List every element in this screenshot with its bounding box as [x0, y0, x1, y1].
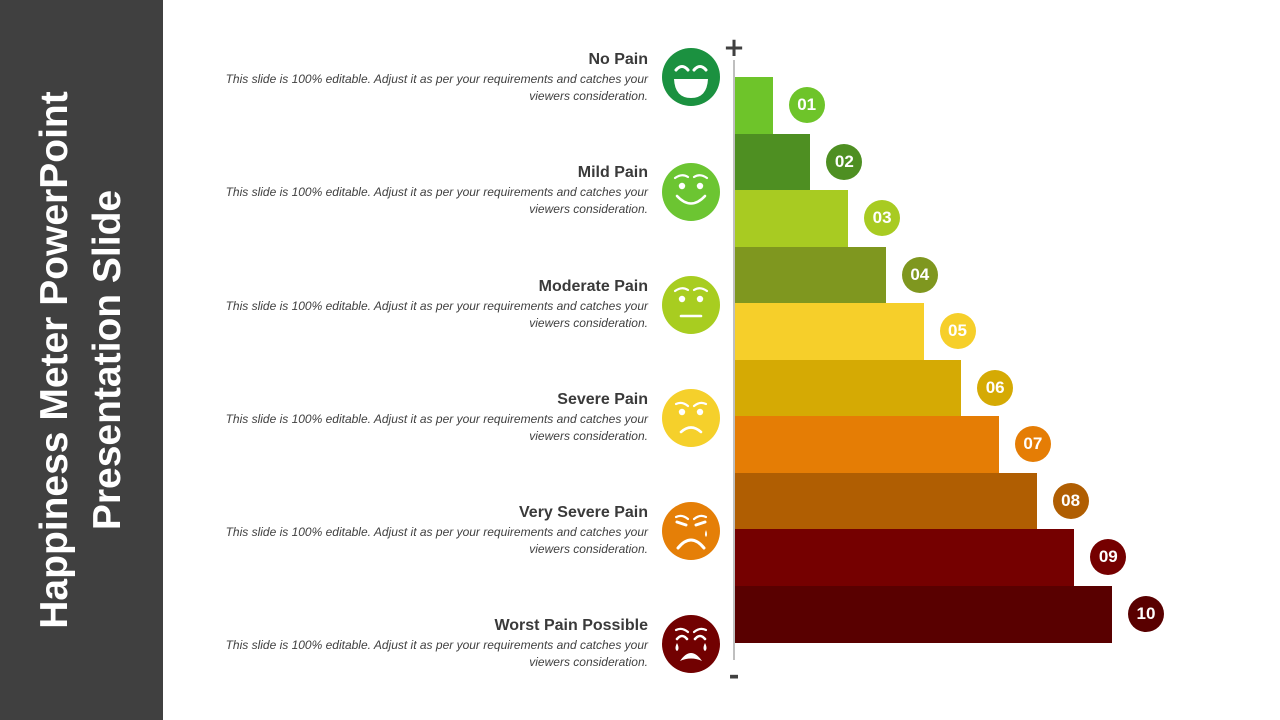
pain-level-description: This slide is 100% editable. Adjust it a…: [225, 185, 648, 216]
scale-bar: [735, 246, 886, 304]
scale-level-badge: 10: [1128, 595, 1164, 632]
scale-level-badge: 04: [901, 256, 938, 293]
neutral-face-icon: [662, 276, 720, 334]
scale-bar: [735, 416, 999, 474]
scale-level-badge: 01: [788, 87, 825, 124]
pain-level-text: No Pain This slide is 100% editable. Adju…: [200, 50, 648, 105]
pain-level-title: Very Severe Pain: [519, 504, 648, 521]
slide-title-line-1: Happiness Meter PowerPoint: [33, 91, 76, 629]
scale-bar: [735, 529, 1075, 587]
frowning-face-icon: [662, 389, 720, 447]
scale-bar: [735, 303, 924, 361]
crying-face-icon: [662, 615, 720, 673]
axis-minus-sign: -: [728, 661, 740, 691]
scale-bar: [735, 585, 1112, 643]
scale-level-badge: 07: [1014, 426, 1051, 463]
scale-bar: [735, 190, 849, 248]
slide-title: Happiness Meter PowerPoint Presentation …: [28, 40, 134, 680]
pain-level-title: Severe Pain: [557, 391, 648, 408]
pain-level-title: Moderate Pain: [538, 278, 648, 295]
scale-level-badge: 06: [977, 369, 1014, 406]
scale-bar: [735, 77, 773, 135]
pain-level-description: This slide is 100% editable. Adjust it a…: [225, 412, 648, 443]
pain-level-description: This slide is 100% editable. Adjust it a…: [225, 299, 648, 330]
scale-level-badge: 02: [826, 143, 863, 180]
scale-bar: [735, 472, 1037, 530]
scale-bar: [735, 359, 962, 417]
axis-plus-sign: +: [723, 33, 745, 63]
scale-level-badge: 03: [864, 200, 901, 237]
pain-level-text: Mild Pain This slide is 100% editable. Ad…: [200, 163, 648, 218]
scale-axis-line: [733, 60, 735, 660]
pain-level-text: Very Severe Pain This slide is 100% edita…: [200, 503, 648, 558]
pain-level-description: This slide is 100% editable. Adjust it a…: [225, 525, 648, 556]
pain-level-text: Severe Pain This slide is 100% editable. …: [200, 390, 648, 445]
scale-level-badge: 08: [1052, 482, 1089, 519]
scale-level-badge: 05: [939, 313, 976, 350]
title-sidebar: Happiness Meter PowerPoint Presentation …: [0, 0, 163, 720]
pain-level-text: Moderate Pain This slide is 100% editable…: [200, 277, 648, 332]
pain-level-title: Worst Pain Possible: [494, 617, 648, 634]
pain-level-description: This slide is 100% editable. Adjust it a…: [225, 72, 648, 103]
scale-level-badge: 09: [1090, 539, 1127, 576]
pain-level-description: This slide is 100% editable. Adjust it a…: [225, 638, 648, 669]
laughing-face-icon: [662, 48, 720, 106]
pain-level-title: Mild Pain: [577, 164, 648, 181]
scale-bar: [735, 133, 811, 191]
sad-face-icon: [662, 502, 720, 560]
pain-level-title: No Pain: [588, 51, 648, 68]
slide-title-line-2: Presentation Slide: [86, 189, 129, 531]
smiling-face-icon: [662, 163, 720, 221]
pain-level-text: Worst Pain Possible This slide is 100% ed…: [200, 616, 648, 671]
